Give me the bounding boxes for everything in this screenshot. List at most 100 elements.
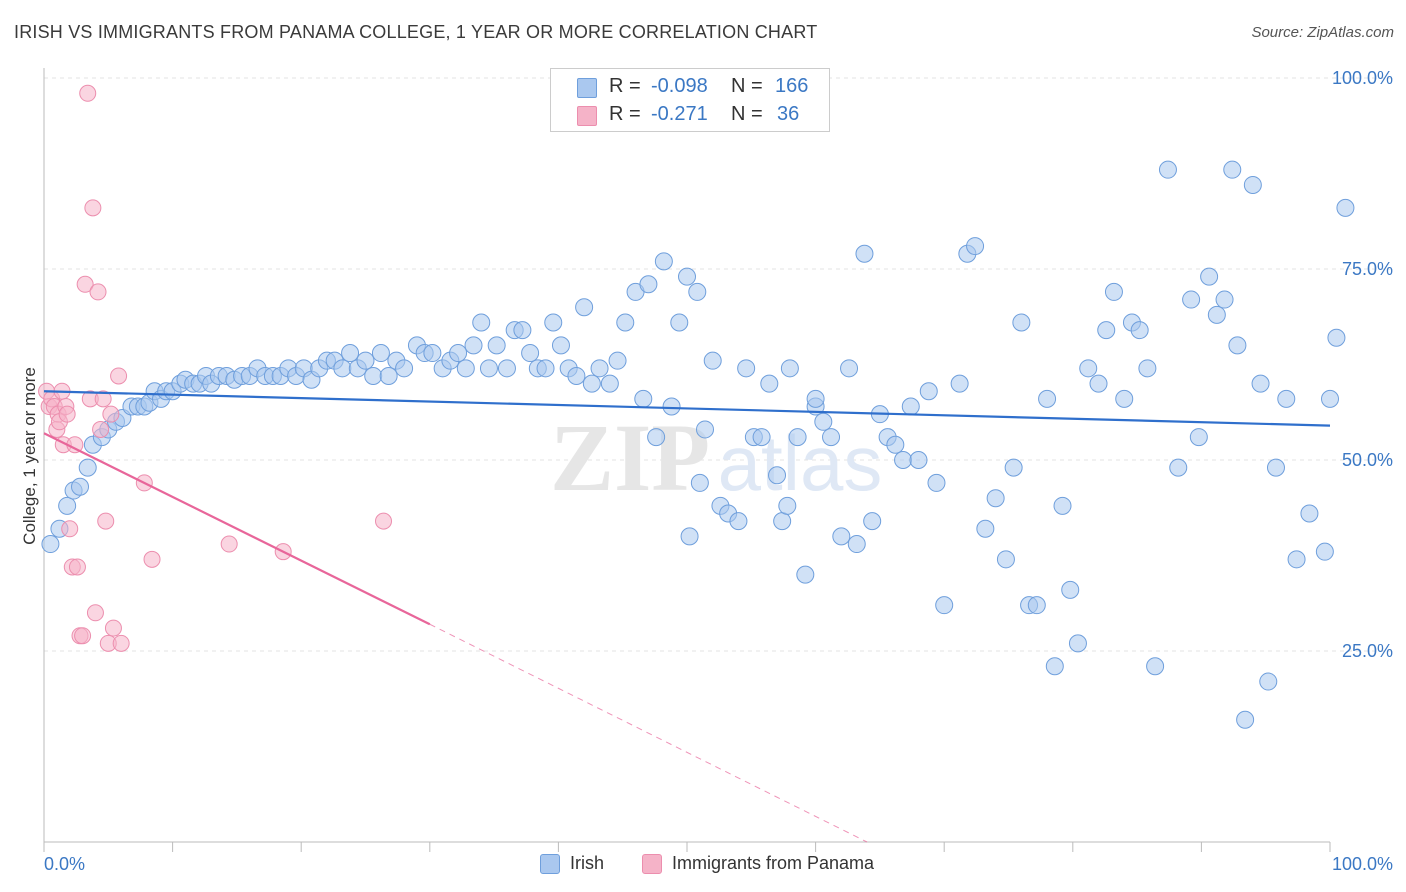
irish-point	[894, 451, 913, 469]
irish-point	[840, 359, 859, 378]
irish-point	[1189, 428, 1208, 447]
irish-point	[1115, 389, 1134, 408]
legend-panama-swatch	[642, 854, 662, 874]
irish-point	[1182, 290, 1201, 309]
irish-point	[58, 496, 77, 515]
y-tick-label: 25.0%	[1342, 641, 1393, 661]
irish-point	[737, 359, 756, 378]
irish-point	[449, 344, 468, 363]
irish-point	[1243, 175, 1262, 194]
irish-point	[1045, 657, 1064, 676]
irish-point	[1266, 458, 1285, 477]
irish-point	[863, 512, 882, 531]
irish-point	[371, 344, 390, 363]
irish-point	[78, 458, 97, 477]
irish-point	[1259, 672, 1278, 691]
panama-point	[97, 512, 115, 530]
irish-point	[696, 420, 715, 439]
irish-point	[464, 336, 483, 355]
irish-point	[1327, 328, 1346, 347]
watermark-zip: ZIP	[550, 404, 710, 511]
irish-point	[647, 428, 666, 447]
x-tick-label: 100.0%	[1332, 854, 1393, 874]
stats-row-irish: R = -0.098 N = 166	[551, 73, 829, 101]
panama-r-label: R =	[609, 103, 641, 125]
irish-point	[1004, 458, 1023, 477]
irish-point	[1336, 198, 1355, 217]
y-tick-label: 75.0%	[1342, 259, 1393, 279]
stats-box: R = -0.098 N = 166 R = -0.271 N = 36	[550, 68, 830, 132]
irish-point	[654, 252, 673, 271]
irish-point	[688, 282, 707, 301]
irish-point	[678, 267, 696, 286]
irish-swatch	[577, 78, 597, 98]
irish-r-label: R =	[609, 75, 641, 97]
irish-point	[752, 428, 771, 447]
panama-point	[104, 619, 122, 637]
irish-point	[1277, 389, 1296, 408]
irish-point	[680, 527, 699, 546]
irish-point	[1027, 596, 1046, 615]
axes	[43, 68, 1331, 852]
irish-point	[364, 366, 383, 385]
stats-row-panama: R = -0.271 N = 36	[551, 101, 829, 129]
tick-labels: 25.0% 50.0% 75.0% 100.0% 0.0% 100.0%	[44, 68, 1393, 874]
irish-point	[379, 366, 398, 385]
irish-point	[1300, 504, 1319, 523]
panama-point	[102, 405, 120, 423]
panama-point	[79, 84, 97, 102]
irish-r-value: -0.098	[651, 75, 708, 97]
irish-point	[976, 519, 995, 538]
panama-point	[68, 558, 86, 576]
irish-point	[1138, 359, 1157, 378]
irish-point	[886, 435, 905, 454]
irish-point	[814, 412, 833, 431]
irish-point	[1200, 267, 1219, 286]
panama-point	[112, 634, 130, 652]
irish-point	[1207, 305, 1226, 324]
irish-point	[1236, 710, 1255, 729]
panama-trend-extension	[429, 623, 868, 843]
irish-point	[1130, 321, 1149, 340]
irish-point	[806, 389, 825, 408]
irish-point	[1223, 160, 1242, 179]
irish-points	[41, 160, 1355, 729]
irish-point	[567, 366, 586, 385]
panama-points	[38, 84, 393, 652]
irish-point	[1321, 389, 1339, 408]
irish-point	[1287, 550, 1306, 569]
irish-point	[1215, 290, 1234, 309]
irish-point	[521, 344, 540, 363]
irish-point	[703, 351, 722, 370]
irish-point	[356, 351, 375, 370]
irish-point	[773, 512, 792, 531]
panama-point	[375, 512, 393, 530]
y-tick-label: 100.0%	[1332, 68, 1393, 88]
irish-point	[1012, 313, 1031, 332]
irish-point	[760, 374, 779, 393]
irish-point	[487, 336, 506, 355]
irish-point	[909, 451, 928, 469]
irish-point	[1053, 496, 1072, 515]
legend-panama-label: Immigrants from Panama	[672, 853, 875, 873]
irish-n-value: 166	[775, 75, 809, 97]
irish-point	[590, 359, 609, 378]
irish-point	[513, 321, 532, 340]
irish-point	[1158, 160, 1177, 179]
irish-point	[639, 275, 658, 294]
panama-point	[74, 627, 92, 645]
irish-point	[919, 382, 938, 401]
irish-point	[582, 374, 601, 393]
irish-point	[616, 313, 635, 332]
irish-point	[1079, 359, 1098, 378]
irish-point	[855, 244, 874, 263]
panama-point	[58, 405, 76, 423]
irish-point	[1097, 321, 1116, 340]
irish-point	[1068, 634, 1087, 653]
irish-point	[729, 512, 748, 531]
irish-point	[780, 359, 799, 378]
irish-point	[600, 374, 619, 393]
panama-point	[94, 390, 112, 408]
irish-point	[536, 359, 555, 378]
